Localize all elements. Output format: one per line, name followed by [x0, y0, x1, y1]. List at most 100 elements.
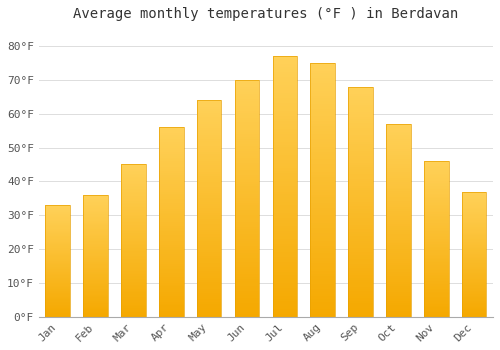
Bar: [386, 191, 410, 193]
Bar: [462, 210, 486, 212]
Bar: [424, 225, 448, 226]
Bar: [462, 194, 486, 195]
Bar: [272, 168, 297, 171]
Bar: [84, 220, 108, 222]
Bar: [386, 298, 410, 300]
Bar: [272, 286, 297, 288]
Bar: [159, 184, 184, 186]
Bar: [348, 310, 373, 312]
Bar: [159, 133, 184, 135]
Bar: [46, 287, 70, 288]
Bar: [121, 169, 146, 170]
Bar: [310, 218, 335, 220]
Bar: [46, 205, 70, 206]
Bar: [159, 307, 184, 309]
Bar: [234, 156, 260, 158]
Bar: [424, 202, 448, 203]
Bar: [386, 278, 410, 280]
Bar: [197, 239, 222, 241]
Bar: [159, 220, 184, 222]
Bar: [310, 253, 335, 256]
Bar: [272, 187, 297, 189]
Bar: [121, 271, 146, 273]
Bar: [84, 256, 108, 257]
Bar: [46, 257, 70, 258]
Bar: [348, 273, 373, 275]
Bar: [348, 197, 373, 199]
Bar: [234, 208, 260, 210]
Bar: [46, 271, 70, 272]
Bar: [424, 189, 448, 191]
Bar: [197, 154, 222, 156]
Bar: [424, 289, 448, 290]
Bar: [159, 137, 184, 139]
Bar: [462, 239, 486, 240]
Bar: [197, 276, 222, 278]
Bar: [159, 182, 184, 184]
Bar: [84, 205, 108, 206]
Bar: [234, 274, 260, 276]
Bar: [159, 311, 184, 313]
Bar: [310, 205, 335, 208]
Bar: [234, 272, 260, 274]
Bar: [462, 301, 486, 302]
Bar: [272, 275, 297, 278]
Bar: [462, 308, 486, 309]
Bar: [46, 228, 70, 229]
Bar: [386, 305, 410, 307]
Bar: [462, 214, 486, 215]
Bar: [348, 218, 373, 220]
Bar: [348, 278, 373, 280]
Bar: [272, 262, 297, 265]
Bar: [121, 194, 146, 195]
Bar: [462, 213, 486, 214]
Bar: [234, 92, 260, 94]
Bar: [121, 204, 146, 205]
Bar: [386, 259, 410, 261]
Bar: [121, 221, 146, 222]
Bar: [121, 209, 146, 210]
Bar: [386, 155, 410, 157]
Bar: [272, 249, 297, 252]
Bar: [159, 235, 184, 237]
Bar: [310, 169, 335, 172]
Bar: [386, 147, 410, 149]
Bar: [84, 233, 108, 234]
Bar: [159, 285, 184, 286]
Bar: [234, 212, 260, 215]
Bar: [159, 260, 184, 262]
Bar: [159, 270, 184, 271]
Bar: [84, 247, 108, 248]
Bar: [424, 174, 448, 175]
Bar: [310, 154, 335, 157]
Bar: [46, 248, 70, 250]
Bar: [272, 239, 297, 241]
Bar: [197, 241, 222, 243]
Bar: [386, 212, 410, 215]
Bar: [424, 273, 448, 275]
Bar: [462, 249, 486, 250]
Bar: [159, 224, 184, 226]
Bar: [234, 251, 260, 253]
Bar: [46, 300, 70, 301]
Bar: [462, 298, 486, 299]
Bar: [46, 238, 70, 239]
Bar: [121, 187, 146, 189]
Bar: [234, 134, 260, 137]
Bar: [386, 151, 410, 153]
Bar: [386, 268, 410, 271]
Bar: [386, 263, 410, 265]
Bar: [310, 180, 335, 182]
Bar: [462, 278, 486, 279]
Bar: [462, 222, 486, 223]
Bar: [197, 256, 222, 258]
Bar: [310, 264, 335, 266]
Bar: [197, 189, 222, 191]
Bar: [348, 294, 373, 296]
Bar: [234, 314, 260, 317]
Bar: [310, 134, 335, 136]
Bar: [310, 251, 335, 253]
Bar: [84, 226, 108, 228]
Bar: [386, 292, 410, 294]
Bar: [386, 244, 410, 245]
